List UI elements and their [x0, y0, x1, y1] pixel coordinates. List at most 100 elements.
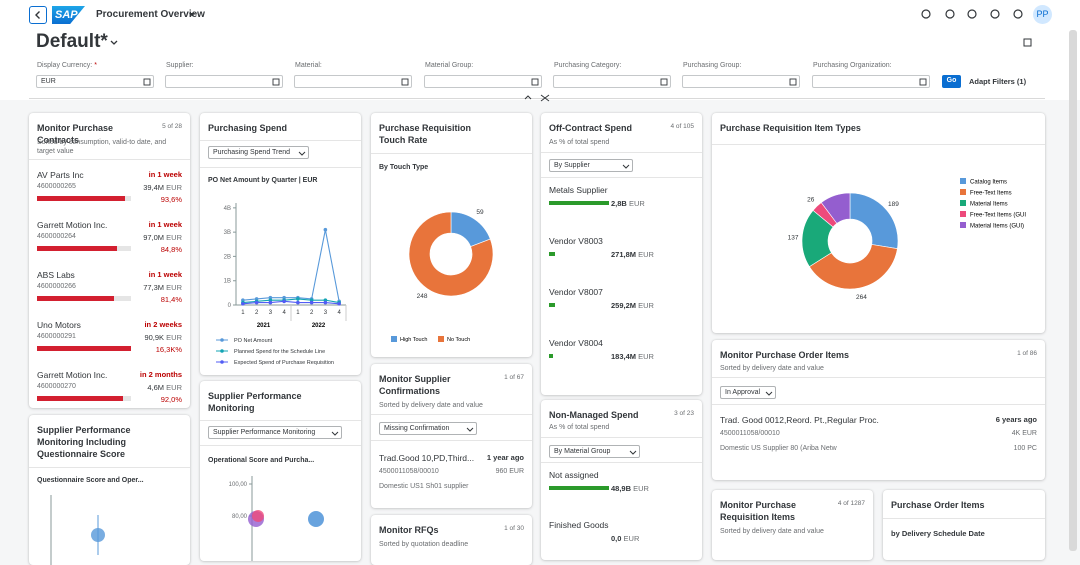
line-point — [296, 300, 300, 305]
toolbar-icon[interactable] — [944, 8, 956, 20]
data-label: 248 — [417, 293, 428, 300]
data-label: 137 — [788, 234, 799, 241]
separator — [29, 159, 190, 160]
value-help-icon — [531, 78, 539, 86]
item-id: 4500011058/00010 — [720, 430, 780, 437]
card[interactable]: Purchase Requisition Item Types 189 264 137… — [712, 113, 1045, 333]
card[interactable]: Off-Contract Spend 4 of 105 As % of total … — [541, 113, 702, 395]
legend-swatch — [960, 211, 966, 217]
item-name: Garrett Motion Inc. — [37, 370, 108, 380]
value-help-icon — [401, 78, 409, 86]
item-percent: 81,4% — [160, 295, 182, 304]
dropdown[interactable]: Missing Confirmation — [379, 422, 477, 435]
item-amount: 77,3M EUR — [143, 283, 182, 292]
dropdown[interactable]: By Material Group — [549, 445, 640, 458]
item-amount: 4,6M EUR — [147, 383, 182, 392]
card[interactable]: Monitor Purchase Order Items 1 of 86 Sorte… — [712, 340, 1045, 480]
avatar[interactable]: PP — [1033, 5, 1052, 24]
variant-title[interactable]: Default* — [36, 31, 108, 52]
currency: EUR — [166, 383, 182, 392]
chart — [298, 151, 306, 156]
legend-marker — [220, 338, 224, 342]
currency: EUR — [628, 199, 645, 208]
dropdown[interactable]: Purchasing Spend Trend — [208, 146, 309, 159]
card[interactable]: Non-Managed Spend 3 of 23 As % of total sp… — [541, 400, 702, 560]
filter-input[interactable] — [812, 75, 930, 88]
icon-shape — [990, 9, 1000, 19]
toolbar-icon[interactable] — [966, 8, 978, 20]
card-title: Purchasing Spend — [208, 123, 288, 133]
item-due: in 1 week — [148, 170, 182, 179]
card-title: Supplier Performance Monitoring — [208, 391, 302, 413]
y-tick-label: 3B — [224, 230, 231, 236]
dropdown-arrow — [629, 450, 637, 455]
filter-input[interactable] — [165, 75, 283, 88]
x-group-label: 2021 — [257, 323, 271, 329]
card[interactable]: Purchase Order Items by Delivery Schedule… — [883, 490, 1045, 560]
dropdown-arrow — [622, 164, 630, 169]
value-help-icon — [789, 78, 797, 86]
legend-label: Free-Text Items — [970, 191, 1012, 197]
separator — [200, 167, 361, 168]
x-tick-label: 4 — [282, 310, 286, 316]
dropdown[interactable]: Supplier Performance Monitoring — [208, 426, 342, 439]
y-tick-label: 4B — [224, 206, 231, 212]
currency: EUR — [166, 333, 182, 342]
app-title[interactable]: Procurement Overview — [96, 9, 205, 20]
card[interactable]: Monitor Purchase Requisition Items 4 of 1… — [712, 490, 873, 560]
chevron — [110, 40, 118, 45]
legend-label: Catalog Items — [970, 180, 1007, 186]
item-amount: 4K EUR — [1011, 430, 1037, 437]
card[interactable]: Monitor Supplier Confirmations 1 of 67 Sor… — [371, 364, 532, 508]
currency: EUR — [638, 352, 654, 361]
filter-input[interactable] — [682, 75, 800, 88]
card[interactable]: Monitor Purchase Contracts 5 of 28 Sorted … — [29, 113, 190, 408]
dropdown[interactable]: By Supplier — [549, 159, 633, 172]
collapse-icon — [524, 95, 532, 100]
donut-slice — [809, 244, 898, 290]
filter-input[interactable]: EUR — [36, 75, 154, 88]
filter-input[interactable] — [424, 75, 542, 88]
card[interactable]: Purchase Requisition Touch Rate By Touch … — [371, 113, 532, 357]
legend-label: Expected Spend of Purchase Requisition — [234, 360, 334, 366]
chart-title: Operational Score and Purcha... — [208, 457, 315, 464]
go-button[interactable]: Go — [942, 75, 961, 88]
toolbar-icon[interactable] — [920, 8, 932, 20]
card-count: 1 of 30 — [504, 525, 524, 532]
item-amount: 48,9B EUR — [611, 484, 649, 493]
card-subtitle: Sorted by delivery date and value — [720, 528, 824, 535]
item-name: ABS Labs — [37, 270, 75, 280]
card-count: 1 of 67 — [504, 374, 524, 381]
required-mark: * — [94, 62, 97, 69]
back-button[interactable] — [29, 6, 47, 24]
legend-label: High Touch — [400, 337, 427, 343]
toolbar-icon[interactable] — [1012, 8, 1024, 20]
card-count: 3 of 23 — [674, 410, 694, 417]
filter-input[interactable] — [553, 75, 671, 88]
card[interactable]: Supplier Performance Monitoring Supplier … — [200, 381, 361, 561]
amount-bar — [549, 354, 553, 358]
filter-label: Material Group: — [425, 62, 474, 69]
line-point — [241, 301, 245, 306]
dropdown[interactable]: In Approval — [720, 386, 776, 399]
line-point — [268, 300, 273, 305]
item-name: Garrett Motion Inc. — [37, 220, 108, 230]
adapt-filters[interactable]: Adapt Filters (1) — [969, 77, 1027, 86]
toolbar-icon[interactable] — [989, 8, 1001, 20]
card-title: Off-Contract Spend — [549, 123, 632, 133]
card[interactable]: Monitor RFQs 1 of 30 Sorted by quotation d… — [371, 515, 532, 565]
legend-marker — [220, 360, 224, 364]
item-supplier: Domestic US Supplier 80 (Ariba Netw — [720, 445, 837, 452]
item-age: 1 year ago — [486, 453, 524, 462]
line-point — [323, 300, 328, 305]
card[interactable]: Purchasing Spend Purchasing Spend Trend PO… — [200, 113, 361, 375]
line-point — [337, 301, 341, 306]
chart — [524, 94, 550, 102]
card-count: 4 of 1287 — [837, 500, 865, 507]
progress-bar — [37, 296, 114, 301]
item-name: Finished Goods — [549, 520, 609, 530]
card-subtitle: As % of total spend — [549, 139, 610, 146]
filter-label: Display Currency: * — [37, 62, 97, 69]
card[interactable]: Supplier Performance Monitoring Includin… — [29, 415, 190, 565]
filter-input[interactable] — [294, 75, 412, 88]
